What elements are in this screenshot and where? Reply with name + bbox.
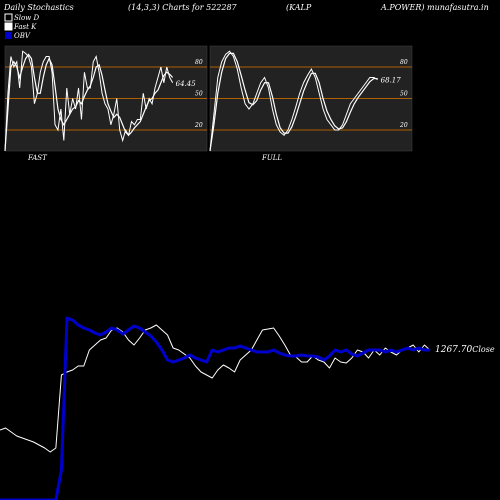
full-tick-label: 50 (400, 91, 408, 98)
full-tick-label: 80 (400, 59, 408, 66)
legend-slow-d-swatch (4, 13, 13, 22)
full-series-slow-d (209, 52, 378, 152)
header-right-1: (KALP (286, 3, 312, 12)
legend-fast-k-swatch (4, 22, 13, 31)
fast-tick-label: 80 (195, 59, 203, 66)
legend-obv: OBV (14, 32, 31, 40)
header-mid: (14,3,3) Charts for 522287 (128, 3, 238, 12)
full-series-fast-k (209, 50, 378, 152)
full-panel-layer: 80 50 20 68.17 (209, 50, 412, 152)
full-tick-label: 20 (399, 122, 408, 129)
series-obv (0, 316, 430, 500)
fast-last-value: 64.45 (176, 80, 197, 88)
price-label: 1267.70Close (435, 345, 495, 355)
price-value: 1267.70 (435, 345, 472, 355)
legend-fast-k: Fast K (13, 23, 37, 31)
fast-tick-label: 50 (195, 91, 203, 98)
fast-panel-label: FAST (27, 154, 48, 162)
series-price (0, 324, 431, 453)
legend-obv-swatch (5, 32, 12, 39)
full-panel-label: FULL (261, 154, 282, 162)
full-last-value: 68.17 (381, 77, 402, 85)
fast-series-slow-d (4, 53, 174, 152)
header-left: Daily Stochastics (3, 3, 74, 12)
legend-slow-d: Slow D (14, 14, 39, 22)
fast-tick-label: 20 (194, 122, 203, 129)
fast-panel-layer: 80 50 20 64.45 (4, 50, 207, 152)
obv-price-layer (0, 316, 431, 500)
header-right-2: A.POWER) munafasutra.in (380, 3, 489, 12)
close-label: Close (472, 345, 495, 354)
